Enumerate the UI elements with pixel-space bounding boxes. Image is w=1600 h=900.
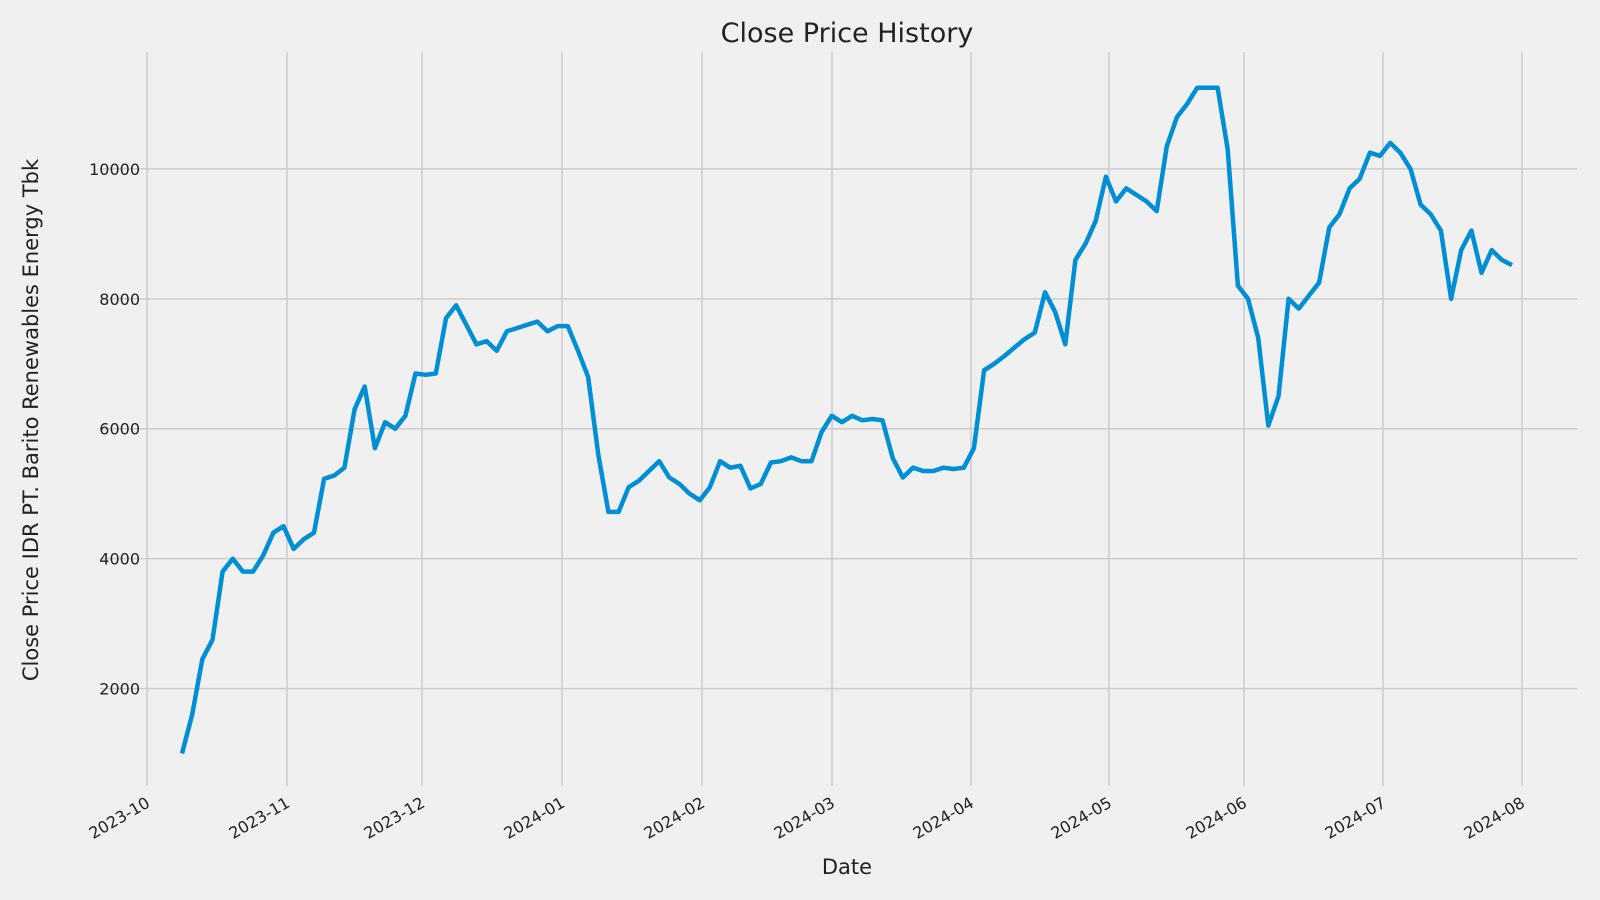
chart-title: Close Price History [721,18,974,49]
price-line [179,85,1514,755]
x-axis-label: Date [822,855,872,879]
y-tick-label: 6000 [99,420,140,439]
y-tick-label: 8000 [99,290,140,309]
y-tick-label: 2000 [99,680,140,699]
y-axis-label: Close Price IDR PT. Barito Renewables En… [19,158,43,681]
y-tick-label: 10000 [89,160,140,179]
y-tick-label: 4000 [99,550,140,569]
